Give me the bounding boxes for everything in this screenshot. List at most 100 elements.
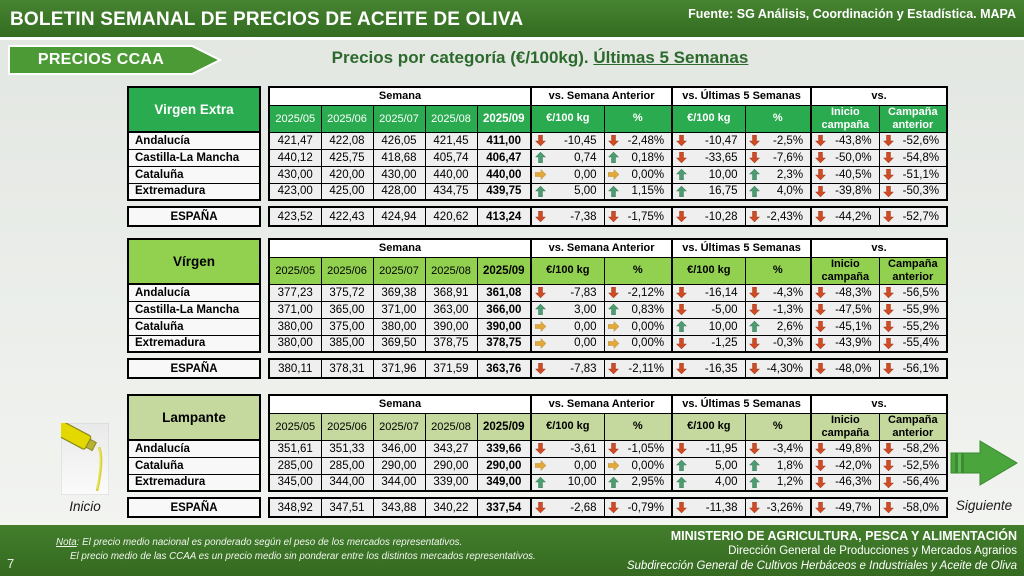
trend-value: 2,3%: [776, 168, 804, 181]
subheader-eur: €/100 kg: [671, 104, 746, 133]
trend-cell: -2,48%: [603, 131, 673, 150]
trend-cell: -54,8%: [878, 148, 948, 167]
category-column: Lampante Andalucía Cataluña Extremadura: [127, 394, 261, 492]
trend-cell: -50,0%: [810, 148, 880, 167]
trend-down-icon: [676, 502, 687, 513]
week-value: 378,75: [424, 334, 478, 353]
trend-cell: 0,00%: [603, 317, 673, 336]
region-label: Extremadura: [127, 182, 261, 201]
subtitle-prefix: Precios por categoría (€/100kg).: [331, 48, 594, 67]
trend-value: 0,00: [574, 337, 597, 350]
trend-cell: -11,38: [671, 497, 746, 518]
trend-cell: 0,00: [530, 334, 605, 353]
week-value: 371,00: [372, 300, 426, 319]
group-header-vs-prev: vs. Semana Anterior: [530, 238, 673, 258]
week-value: 420,00: [320, 165, 374, 184]
trend-value: -7,83: [570, 286, 597, 299]
trend-up-icon: [535, 185, 547, 197]
trend-down-icon: [748, 337, 760, 349]
trend-down-icon: [535, 287, 547, 298]
trend-value: 3,00: [574, 303, 597, 316]
trend-value: -11,38: [705, 501, 738, 514]
total-label: ESPAÑA: [127, 497, 261, 518]
group-header-vs5: vs. Últimas 5 Semanas: [671, 86, 812, 106]
trend-cell: 3,00: [530, 300, 605, 319]
trend-value: -10,47: [704, 134, 738, 147]
region-label: Andalucía: [127, 439, 261, 458]
trend-cell: -44,2%: [810, 206, 880, 227]
trend-cell: 0,00%: [603, 334, 673, 353]
trend-down-icon: [815, 337, 827, 349]
week-value: 405,74: [424, 148, 478, 167]
trend-value: -1,05%: [627, 442, 665, 455]
trend-down-icon: [748, 363, 760, 374]
trend-down-icon: [676, 152, 688, 163]
week-value: 406,47: [476, 148, 532, 167]
trend-right-icon: [607, 321, 619, 332]
trend-value: 0,18%: [631, 151, 665, 164]
trend-value: 0,00%: [631, 459, 665, 472]
trend-down-icon: [607, 211, 619, 222]
trend-down-icon: [676, 443, 688, 454]
subheader-inicio-campana: Inicio campaña: [810, 104, 880, 133]
siguiente-nav-button[interactable]: Siguiente: [946, 437, 1022, 513]
week-value: 348,92: [268, 497, 322, 518]
subheader-eur: €/100 kg: [671, 412, 746, 441]
trend-cell: -52,6%: [878, 131, 948, 150]
table-row: 430,00 420,00 430,00 440,00 440,00 0,00 0,00% 1…: [268, 165, 948, 184]
week-value: 422,08: [320, 131, 374, 150]
table-row: Extremadura: [127, 473, 261, 492]
trend-value: -0,79%: [627, 501, 664, 514]
inicio-label: Inicio: [69, 499, 101, 514]
inicio-nav-button[interactable]: Inicio: [50, 423, 120, 514]
week-value: 343,27: [424, 439, 478, 458]
table-row: Cataluña: [127, 456, 261, 475]
trend-cell: -49,7%: [810, 497, 880, 518]
trend-down-icon: [815, 135, 827, 146]
total-label: ESPAÑA: [127, 358, 261, 379]
week-value: 290,00: [424, 456, 478, 475]
trend-up-icon: [535, 304, 547, 315]
direccion-line: Dirección General de Producciones y Merc…: [728, 545, 1017, 557]
trend-value: -7,38: [570, 210, 597, 223]
subheader-eur: €/100 kg: [671, 256, 746, 285]
table-row: 285,00 285,00 290,00 290,00 290,00 0,00 0,00% 5…: [268, 456, 948, 475]
trend-value: -58,2%: [902, 442, 940, 455]
region-label: Andalucía: [127, 283, 261, 302]
week-value: 345,00: [268, 473, 322, 492]
trend-value: -3,26%: [766, 501, 803, 514]
trend-up-icon: [676, 476, 688, 488]
trend-cell: -16,14: [671, 283, 746, 302]
trend-cell: -51,1%: [878, 165, 948, 184]
table-row: Extremadura: [127, 334, 261, 353]
trend-cell: -39,8%: [810, 182, 880, 201]
week-value: 439,75: [476, 182, 532, 201]
trend-down-icon: [607, 363, 619, 374]
trend-down-icon: [607, 502, 619, 513]
trend-cell: 5,00: [671, 456, 746, 475]
trend-cell: 0,00: [530, 317, 605, 336]
week-header: 2025/06: [320, 412, 374, 441]
trend-right-icon: [607, 169, 619, 180]
trend-value: -10,28: [704, 210, 738, 223]
subheader-pct: %: [744, 412, 812, 441]
trend-up-icon: [676, 460, 688, 471]
trend-up-icon: [607, 152, 619, 163]
week-value: 285,00: [320, 456, 374, 475]
trend-value: -49,7%: [835, 501, 872, 514]
week-header: 2025/05: [268, 256, 322, 285]
trend-down-icon: [607, 443, 619, 454]
subheader-pct: %: [603, 256, 673, 285]
trend-cell: -48,0%: [810, 358, 880, 379]
week-value: 363,76: [476, 358, 532, 379]
trend-value: 5,00: [574, 185, 597, 198]
trend-value: -2,12%: [627, 286, 665, 299]
trend-right-icon: [535, 460, 547, 471]
trend-down-icon: [882, 152, 894, 163]
trend-cell: -1,75%: [603, 206, 673, 227]
virgen-extra-table: Virgen Extra Andalucía Castilla-La Mancha C…: [127, 86, 949, 227]
trend-cell: -33,65: [671, 148, 746, 167]
week-value: 371,96: [372, 358, 426, 379]
price-data-grid: Semana vs. Semana Anterior vs. Últimas 5 S…: [268, 238, 949, 353]
trend-value: -4,3%: [773, 286, 804, 299]
